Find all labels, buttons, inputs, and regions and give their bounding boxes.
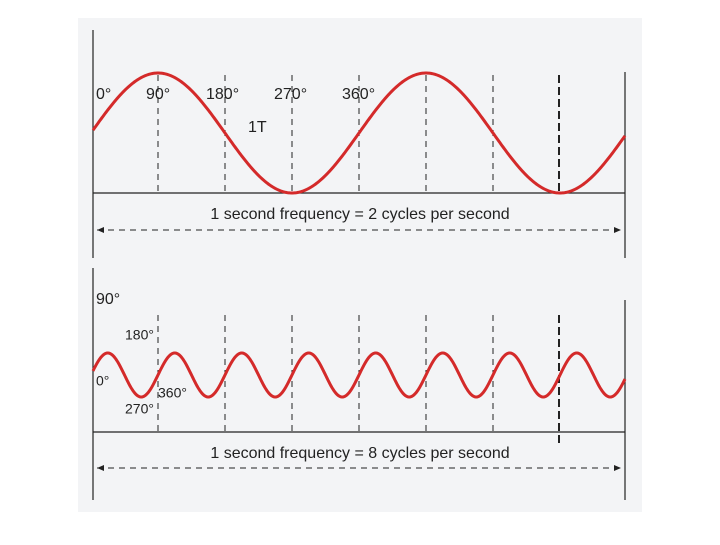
angle-label: 270° xyxy=(125,401,154,417)
sine-wave xyxy=(91,71,627,195)
angle-label: 180° xyxy=(125,327,154,343)
angle-label: 270° xyxy=(274,86,307,103)
angle-label: 90° xyxy=(96,291,120,308)
angle-label: 180° xyxy=(206,86,239,103)
panel xyxy=(78,18,642,512)
angle-label: 0° xyxy=(96,373,109,389)
angle-label: 360° xyxy=(158,385,187,401)
angle-label: 90° xyxy=(146,86,170,103)
angle-label: 0° xyxy=(96,86,111,103)
caption: 1 second frequency = 2 cycles per second xyxy=(210,206,509,223)
period-label: 1T xyxy=(248,119,267,136)
sine-wave xyxy=(91,351,627,399)
angle-label: 360° xyxy=(342,86,375,103)
caption: 1 second frequency = 8 cycles per second xyxy=(210,445,509,462)
